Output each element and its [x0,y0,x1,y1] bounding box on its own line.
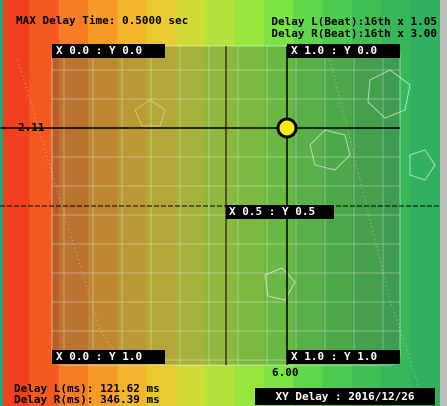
label-box [52,44,165,58]
footer-box [255,388,435,405]
corner-label: X 1.0 : Y 1.0 [291,350,377,363]
decor-hex [367,69,411,119]
band [58,0,89,406]
band [29,0,60,406]
band [352,0,382,406]
center-label: X 0.5 : Y 0.5 [229,205,315,218]
delay-l-beat: Delay L(Beat):16th x 1.05 [271,15,437,28]
corner-label: X 0.0 : Y 0.0 [56,44,142,57]
delay-l-ms: Delay L(ms): 121.62 ms [14,382,160,395]
x-readout: 6.00 [272,366,299,379]
band [410,0,441,406]
right-edge [440,0,447,406]
delay-r-ms: Delay R(ms): 346.39 ms [14,393,160,406]
band [0,0,30,406]
band [146,0,177,406]
band [205,0,236,406]
label-box [226,205,334,219]
band [176,0,206,406]
max-delay: MAX Delay Time: 0.5000 sec [16,14,188,27]
band [234,0,265,406]
footer: XY Delay : 2016/12/26 [275,390,414,403]
decor-hex [264,267,296,301]
label-box [287,44,400,58]
band [117,0,148,406]
label-box [287,350,400,364]
corner-label: X 0.0 : Y 1.0 [56,350,142,363]
left-edge [0,0,3,406]
decor-hex [309,129,351,171]
decor-hex [134,99,166,127]
xy-handle[interactable] [276,117,298,139]
label-box [52,350,165,364]
band [293,0,324,406]
band [88,0,118,406]
band [322,0,353,406]
band [381,0,412,406]
y-readout: 2.11 [18,121,45,134]
corner-label: X 1.0 : Y 0.0 [291,44,377,57]
band [264,0,294,406]
decor-hex [409,149,436,181]
delay-r-beat: Delay R(Beat):16th x 3.00 [271,27,437,40]
